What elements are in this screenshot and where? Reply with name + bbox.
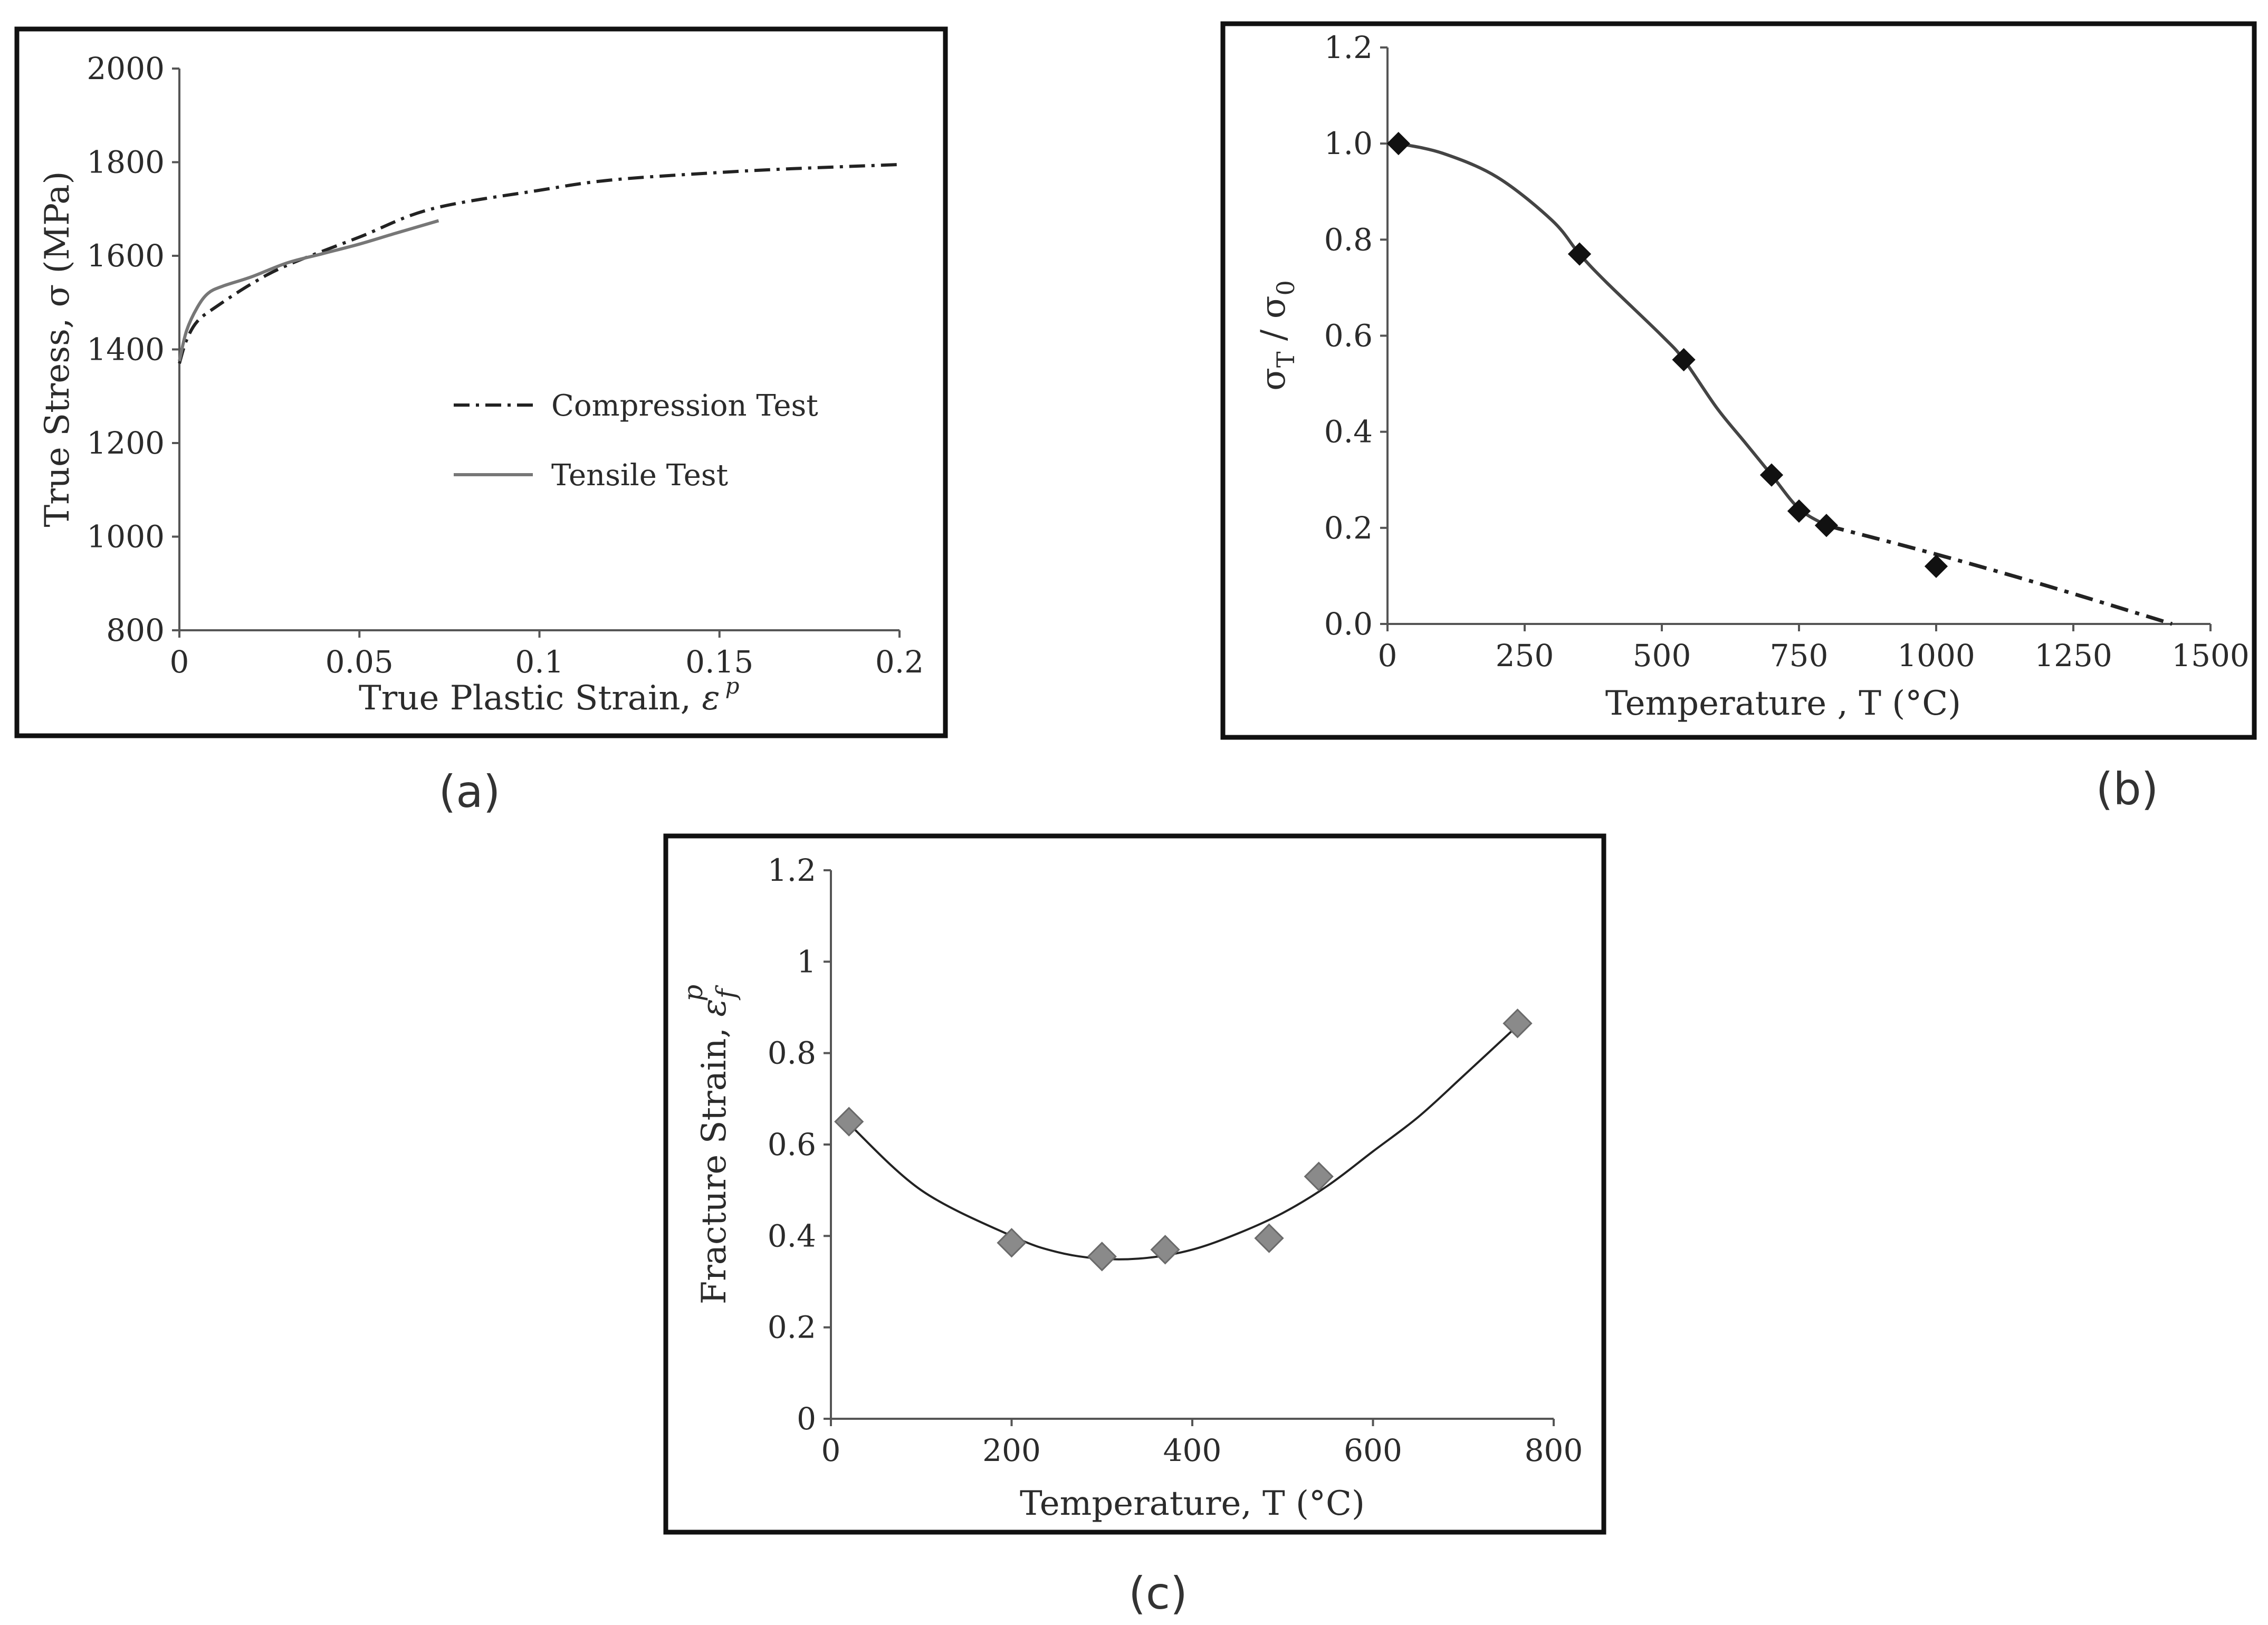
panel-a-y-label: True Stress, σ (MPa)	[38, 171, 77, 527]
x-tick-label: 0	[821, 1432, 841, 1468]
data-point	[1087, 1242, 1117, 1272]
y-tick-label: 1800	[87, 145, 165, 180]
legend-compression-label: Compression Test	[551, 389, 818, 423]
y-tick-label: 0.6	[768, 1127, 816, 1162]
y-tick-label: 1.2	[1324, 30, 1373, 65]
panel-c-x-label: Temperature, T (°C)	[1020, 1484, 1365, 1523]
data-point	[834, 1107, 864, 1137]
panel-a-legend: Compression Test Tensile Test	[454, 389, 818, 493]
x-tick-label: 0	[1378, 638, 1398, 674]
caption-c: (c)	[1128, 1568, 1188, 1619]
fit-curve	[848, 1025, 1518, 1261]
x-tick-label: 200	[982, 1432, 1041, 1468]
panel-b-frame	[1220, 21, 2257, 740]
data-point	[1924, 554, 1948, 578]
panel-b-y-label: σT / σ0	[1254, 280, 1300, 391]
x-tick-label: 250	[1496, 638, 1554, 674]
y-tick-label: 1400	[87, 332, 165, 368]
x-tick-label: 1000	[1897, 638, 1975, 674]
caption-a: (a)	[438, 766, 500, 818]
x-tick-label: 0	[170, 644, 189, 680]
caption-b: (b)	[2096, 763, 2159, 815]
data-point	[1503, 1008, 1533, 1039]
data-point	[1787, 499, 1811, 523]
y-tick-label: 1.0	[1324, 126, 1373, 161]
y-tick-label: 1200	[87, 425, 165, 461]
y-tick-label: 0.4	[1324, 414, 1373, 450]
legend-tensile-label: Tensile Test	[551, 458, 729, 493]
x-tick-label: 600	[1344, 1432, 1402, 1468]
x-tick-label: 0.05	[326, 644, 394, 680]
x-tick-label: 0.2	[875, 644, 924, 680]
data-point	[1386, 132, 1410, 156]
y-tick-label: 0.2	[768, 1310, 816, 1345]
x-tick-label: 1250	[2034, 638, 2112, 674]
panel-a-frame	[14, 26, 948, 738]
y-tick-label: 0.0	[1324, 606, 1373, 642]
y-tick-label: 1.2	[768, 852, 816, 888]
compression-test-line	[178, 162, 900, 364]
data-point	[1759, 463, 1784, 487]
y-tick-label: 0.4	[768, 1218, 816, 1254]
y-tick-label: 1	[797, 944, 816, 979]
panel-a: 800 1000 1200 1400 1600 1800 2000 0 0.05 0.1 0.15…	[14, 26, 948, 738]
data-point	[1814, 514, 1839, 537]
x-tick-label: 400	[1163, 1432, 1222, 1468]
panel-b: 0.0 0.2 0.4 0.6 0.8 1.0 1.2 0 250 500 750 1000 1250…	[1220, 21, 2257, 740]
panel-c: 0 0.2 0.4 0.6 0.8 1 1.2 0 200 400 600 800 Temperat…	[663, 833, 1606, 1535]
data-point	[1672, 348, 1696, 372]
y-tick-label: 0.8	[1324, 222, 1373, 257]
panel-c-frame	[663, 833, 1606, 1535]
data-point	[1254, 1223, 1284, 1253]
y-tick-label: 0	[797, 1401, 816, 1437]
tensile-test-line	[178, 219, 439, 362]
panel-b-x-label: Temperature , T (°C)	[1605, 684, 1961, 723]
x-tick-label: 0.15	[685, 644, 753, 680]
data-point	[1150, 1235, 1180, 1265]
x-tick-label: 500	[1633, 638, 1691, 674]
y-tick-label: 0.8	[768, 1035, 816, 1071]
y-tick-label: 1600	[87, 238, 165, 274]
x-tick-label: 1500	[2171, 638, 2250, 674]
data-point	[1567, 242, 1592, 266]
data-point	[1304, 1161, 1334, 1191]
y-tick-label: 800	[106, 612, 165, 648]
fit-curve-dashdot	[1826, 523, 2173, 626]
y-tick-label: 1000	[87, 519, 165, 555]
x-tick-label: 0.1	[515, 644, 563, 680]
y-tick-label: 0.2	[1324, 510, 1373, 546]
data-point	[997, 1228, 1027, 1258]
y-tick-label: 0.6	[1324, 318, 1373, 354]
panel-c-y-label: Fracture Strain, εfp	[678, 985, 741, 1304]
x-tick-label: 800	[1525, 1432, 1583, 1468]
y-tick-label: 2000	[87, 51, 165, 86]
x-tick-label: 750	[1770, 638, 1829, 674]
